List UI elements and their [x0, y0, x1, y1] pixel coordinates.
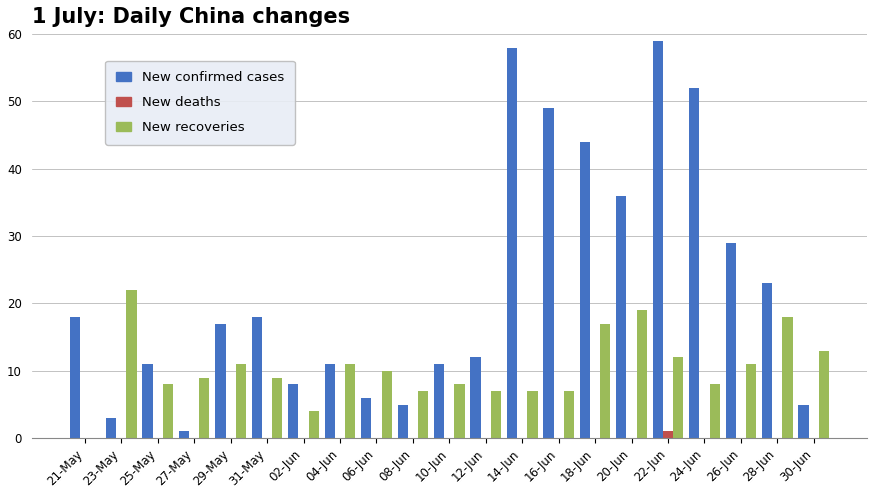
Bar	[673, 357, 683, 438]
Bar	[689, 88, 699, 438]
Legend: New confirmed cases, New deaths, New recoveries: New confirmed cases, New deaths, New rec…	[105, 61, 295, 145]
Bar	[324, 364, 335, 438]
Bar	[636, 310, 647, 438]
Bar	[579, 142, 590, 438]
Bar	[345, 364, 355, 438]
Bar	[382, 371, 392, 438]
Bar	[106, 418, 116, 438]
Bar	[564, 391, 574, 438]
Bar	[434, 364, 444, 438]
Bar	[600, 324, 610, 438]
Bar	[616, 196, 627, 438]
Bar	[782, 317, 793, 438]
Bar	[163, 384, 173, 438]
Bar	[361, 398, 371, 438]
Bar	[288, 384, 298, 438]
Bar	[454, 384, 465, 438]
Bar	[142, 364, 153, 438]
Bar	[309, 411, 319, 438]
Bar	[272, 378, 282, 438]
Bar	[70, 317, 80, 438]
Bar	[819, 350, 829, 438]
Bar	[199, 378, 210, 438]
Bar	[527, 391, 538, 438]
Bar	[418, 391, 428, 438]
Bar	[470, 357, 481, 438]
Bar	[762, 283, 773, 438]
Bar	[799, 404, 808, 438]
Bar	[662, 432, 673, 438]
Bar	[746, 364, 756, 438]
Bar	[710, 384, 719, 438]
Bar	[491, 391, 501, 438]
Bar	[215, 324, 225, 438]
Bar	[653, 41, 662, 438]
Text: 1 July: Daily China changes: 1 July: Daily China changes	[31, 7, 350, 27]
Bar	[179, 432, 189, 438]
Bar	[236, 364, 246, 438]
Bar	[725, 243, 736, 438]
Bar	[544, 108, 553, 438]
Bar	[398, 404, 408, 438]
Bar	[507, 48, 517, 438]
Bar	[127, 290, 136, 438]
Bar	[252, 317, 262, 438]
